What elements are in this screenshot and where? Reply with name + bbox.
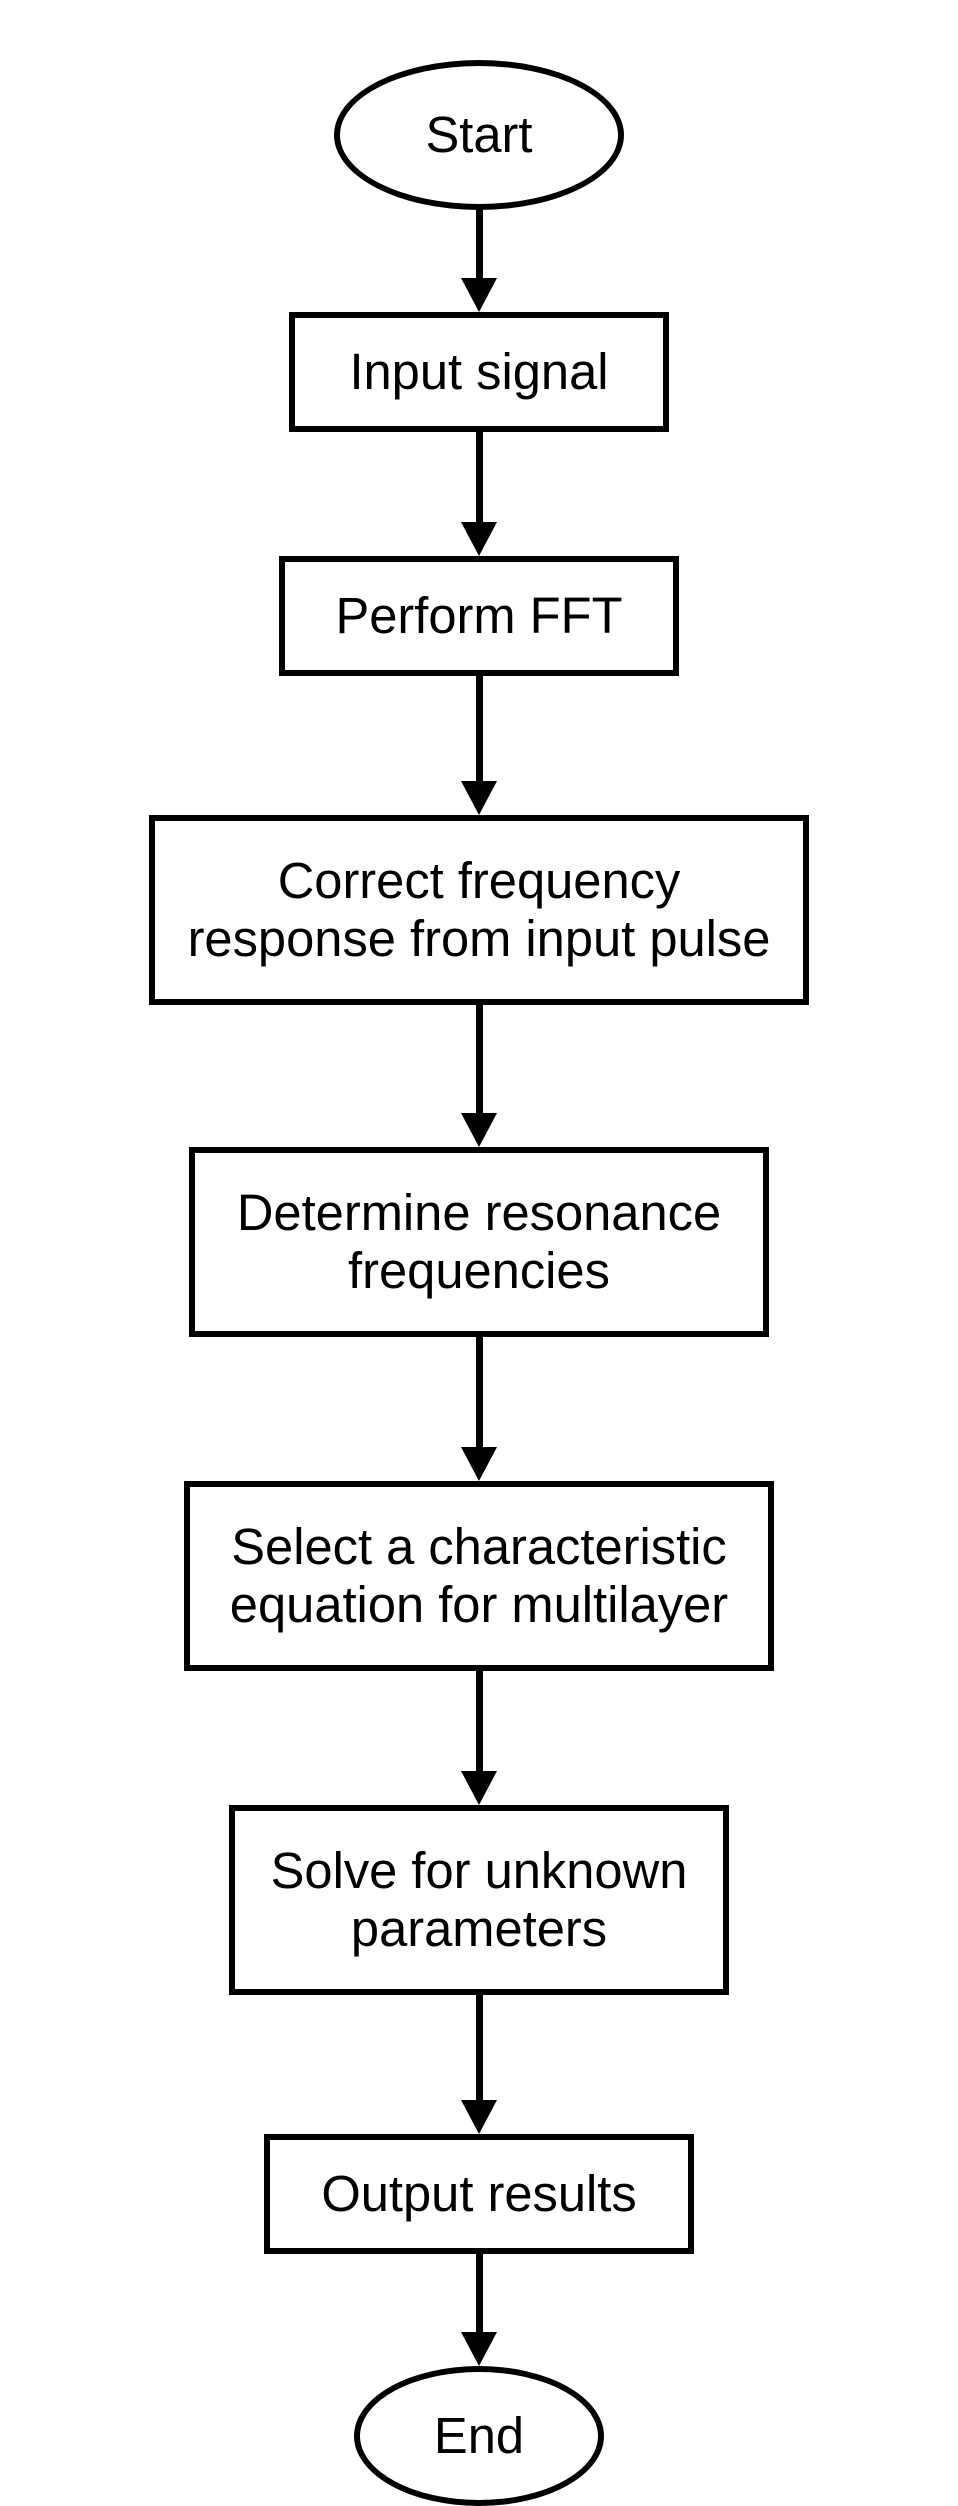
arrow-after-solve-unknown <box>461 1995 497 2134</box>
arrow-after-perform-fft <box>461 676 497 815</box>
node-start: Start <box>334 60 624 210</box>
node-label-start: Start <box>426 106 533 164</box>
node-determine-resonance: Determine resonance frequencies <box>189 1147 769 1337</box>
node-output-results: Output results <box>264 2134 694 2254</box>
node-perform-fft: Perform FFT <box>279 556 679 676</box>
node-end: End <box>354 2366 604 2506</box>
node-label-correct-frequency: Correct frequency response from input pu… <box>188 852 771 969</box>
node-label-input-signal: Input signal <box>349 343 608 401</box>
arrow-after-select-characteristic <box>461 1671 497 1805</box>
node-label-end: End <box>434 2407 524 2465</box>
node-correct-frequency: Correct frequency response from input pu… <box>149 815 809 1005</box>
node-label-output-results: Output results <box>321 2165 636 2223</box>
arrow-after-determine-resonance <box>461 1337 497 1481</box>
flowchart-container: Start Input signal Perform FFT Correct freq… <box>149 60 809 2506</box>
node-label-select-characteristic: Select a characteristic equation for mul… <box>230 1518 728 1635</box>
arrow-after-start <box>461 210 497 312</box>
node-input-signal: Input signal <box>289 312 669 432</box>
node-label-solve-unknown: Solve for unknown parameters <box>271 1842 688 1959</box>
node-solve-unknown: Solve for unknown parameters <box>229 1805 729 1995</box>
arrow-after-input-signal <box>461 432 497 556</box>
node-label-determine-resonance: Determine resonance frequencies <box>237 1184 721 1301</box>
node-select-characteristic: Select a characteristic equation for mul… <box>184 1481 774 1671</box>
arrow-after-correct-frequency <box>461 1005 497 1147</box>
node-label-perform-fft: Perform FFT <box>335 587 622 645</box>
arrow-after-output-results <box>461 2254 497 2366</box>
